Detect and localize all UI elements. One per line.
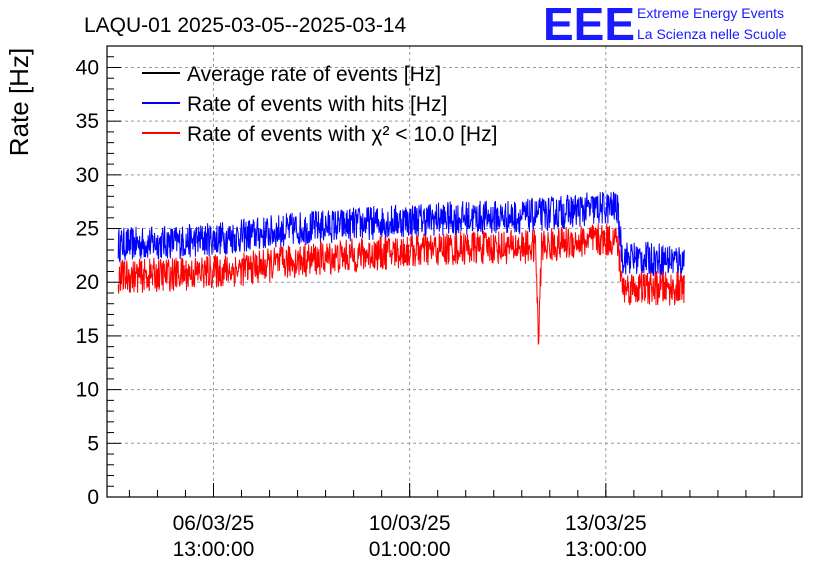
eee-logo: EEE Extreme Energy Events La Scienza nel…: [543, 0, 787, 50]
axes: 0 5 10 15 20 25 30 35 40 06/03/25 13:00:00 10/03/25…: [76, 45, 775, 561]
y-tick-label: 0: [87, 486, 99, 509]
x-tick-label-date: 06/03/25: [173, 512, 255, 535]
legend-label: Rate of events with hits [Hz]: [187, 93, 447, 116]
y-axis-label: Rate [Hz]: [4, 48, 34, 156]
y-tick-label: 25: [76, 218, 99, 241]
chart-title: LAQU-01 2025-03-05--2025-03-14: [84, 14, 407, 37]
legend: Average rate of events [Hz] Rate of event…: [142, 63, 497, 146]
x-tick-label-date: 10/03/25: [369, 512, 451, 535]
brand-line-1: Extreme Energy Events: [637, 5, 784, 21]
y-tick-label: 20: [76, 271, 99, 294]
x-tick-label-time: 13:00:00: [173, 538, 255, 561]
y-tick-label: 10: [76, 379, 99, 402]
y-tick-label: 5: [87, 432, 99, 455]
y-tick-label: 35: [76, 110, 99, 133]
legend-label: Rate of events with χ² < 10.0 [Hz]: [187, 123, 497, 146]
y-tick-label: 30: [76, 164, 99, 187]
legend-label: Average rate of events [Hz]: [187, 63, 441, 86]
x-tick-label-time: 13:00:00: [565, 538, 647, 561]
y-tick-label: 15: [76, 325, 99, 348]
x-tick-label-date: 13/03/25: [565, 512, 647, 535]
series-layer: [117, 191, 685, 345]
eee-logo-text: EEE: [543, 0, 635, 50]
y-tick-label: 40: [76, 56, 99, 79]
x-tick-label-time: 01:00:00: [369, 538, 451, 561]
brand-line-2: La Scienza nelle Scuole: [637, 26, 787, 42]
series-line-1: [117, 191, 685, 277]
series-line-2: [117, 223, 685, 345]
